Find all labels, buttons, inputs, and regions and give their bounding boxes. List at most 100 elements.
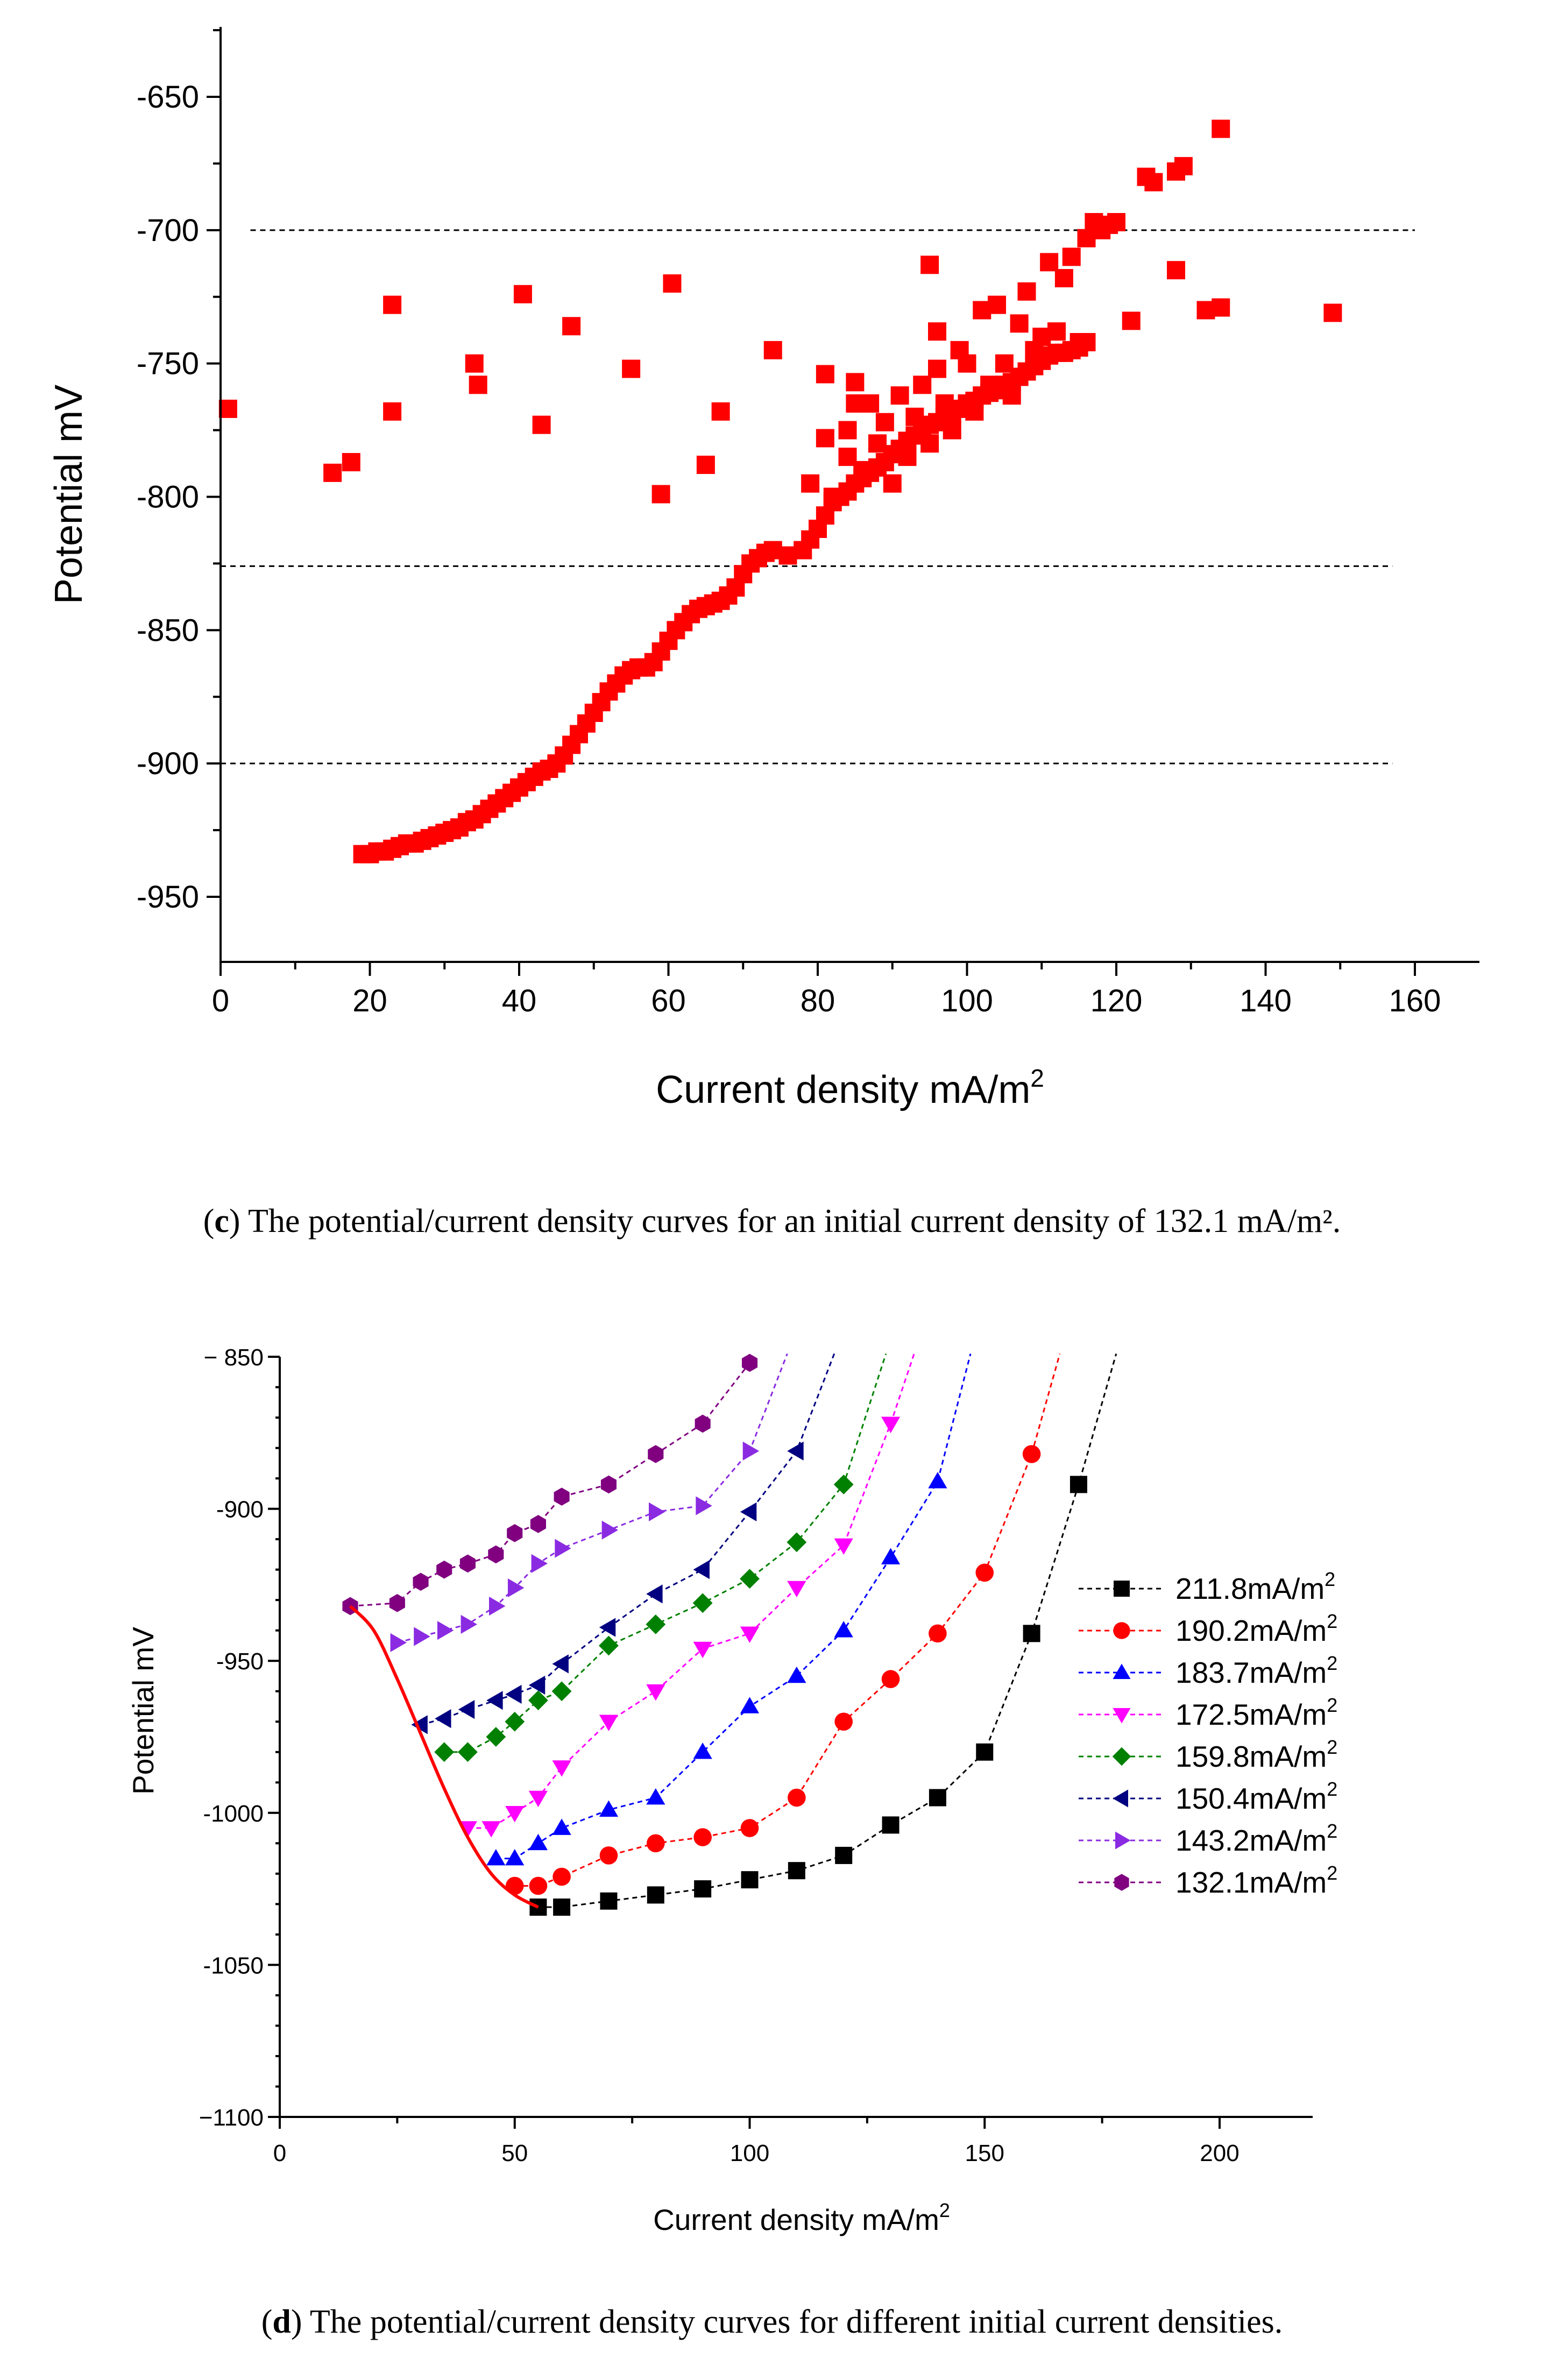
data-point-9 bbox=[562, 317, 581, 336]
series-2-point-3 bbox=[552, 1818, 571, 1835]
data-point-149 bbox=[1017, 282, 1036, 301]
series-7-point-6 bbox=[507, 1524, 523, 1542]
data-point-141 bbox=[958, 354, 976, 373]
series-6-point-6 bbox=[531, 1554, 548, 1573]
legend: 211.8mA/m2190.2mA/m2183.7mA/m2172.5mA/m2… bbox=[1079, 1568, 1337, 1899]
legend-label-3: 172.5mA/m2 bbox=[1175, 1694, 1337, 1731]
series-1-point-9 bbox=[881, 1670, 900, 1688]
series-0 bbox=[529, 1353, 1117, 1916]
series-7-point-2 bbox=[413, 1572, 429, 1591]
series-0-point-11 bbox=[1023, 1625, 1040, 1642]
data-point-123 bbox=[838, 421, 857, 440]
data-point-163 bbox=[1144, 173, 1163, 192]
legend-label-6: 143.2mA/m2 bbox=[1175, 1820, 1337, 1857]
data-point-134 bbox=[913, 376, 932, 394]
legend-item-5: 150.4mA/m2 bbox=[1079, 1778, 1337, 1815]
series-3-point-8 bbox=[740, 1626, 760, 1643]
data-point-132 bbox=[898, 448, 917, 466]
legend-label-text-1: 190.2mA/m bbox=[1175, 1614, 1327, 1647]
series-6-point-5 bbox=[507, 1578, 525, 1598]
series-6-point-8 bbox=[601, 1520, 619, 1540]
y-tick-label-5: -700 bbox=[137, 213, 199, 248]
series-7-point-8 bbox=[554, 1488, 570, 1506]
data-point-128 bbox=[868, 434, 887, 453]
series-5-point-6 bbox=[552, 1654, 569, 1674]
series-1-point-4 bbox=[647, 1834, 665, 1853]
legend-item-1: 190.2mA/m2 bbox=[1079, 1610, 1337, 1647]
series-3 bbox=[458, 1353, 915, 1838]
series-line-6 bbox=[396, 1353, 788, 1644]
series-4-point-4 bbox=[528, 1690, 548, 1711]
legend-label-text-0: 211.8mA/m bbox=[1175, 1572, 1325, 1605]
series-6-point-9 bbox=[649, 1502, 665, 1521]
y-tick-label-1: -1050 bbox=[203, 1952, 264, 1979]
y-tick-label-4: -750 bbox=[137, 346, 199, 381]
caption-d: (d) The potential/current density curves… bbox=[261, 2304, 1283, 2340]
data-point-152 bbox=[1040, 253, 1059, 272]
data-point-21 bbox=[1212, 298, 1230, 317]
data-point-121 bbox=[823, 487, 842, 506]
series-7-point-1 bbox=[389, 1594, 405, 1612]
series-3-point-11 bbox=[881, 1416, 901, 1433]
data-point-156 bbox=[1070, 333, 1088, 352]
x-tick-label-4: 80 bbox=[801, 983, 835, 1018]
legend-label-sup-3: 2 bbox=[1327, 1694, 1337, 1716]
series-6-point-11 bbox=[742, 1441, 760, 1461]
legend-label-5: 150.4mA/m2 bbox=[1175, 1778, 1337, 1815]
chart-c: 0 20 40 60 80 100 120 140 160 -950 -900 -850 -800 -75… bbox=[47, 27, 1479, 1111]
legend-item-7: 132.1mA/m2 bbox=[1079, 1862, 1337, 1899]
data-point-13 bbox=[696, 456, 715, 474]
series-7-point-10 bbox=[648, 1445, 664, 1463]
x-tick-label-0: 0 bbox=[212, 983, 229, 1018]
caption-d-letter: d bbox=[272, 2304, 291, 2340]
series-1-point-10 bbox=[929, 1624, 947, 1643]
data-point-144 bbox=[980, 376, 999, 394]
series-0-point-1 bbox=[553, 1899, 571, 1916]
legend-item-4: 159.8mA/m2 bbox=[1079, 1736, 1337, 1773]
legend-item-3: 172.5mA/m2 bbox=[1079, 1694, 1337, 1731]
series-2-point-6 bbox=[693, 1742, 712, 1759]
x-tick-label-0: 0 bbox=[273, 2140, 286, 2166]
series-1 bbox=[505, 1353, 1061, 1895]
data-point-142 bbox=[965, 402, 984, 421]
series-1-point-2 bbox=[553, 1867, 571, 1886]
legend-marker-4 bbox=[1112, 1747, 1131, 1766]
series-7-point-3 bbox=[436, 1560, 452, 1579]
series-2-point-5 bbox=[646, 1788, 665, 1805]
y-tick-label-3: -800 bbox=[137, 480, 199, 515]
x-tick-label-2: 40 bbox=[502, 983, 537, 1018]
series-1-point-5 bbox=[693, 1828, 712, 1846]
data-point-19 bbox=[1167, 261, 1185, 280]
y-axis-title: Potential mV bbox=[47, 385, 90, 604]
legend-label-sup-6: 2 bbox=[1327, 1820, 1337, 1842]
series-0-point-3 bbox=[647, 1886, 664, 1904]
series-1-point-7 bbox=[788, 1788, 806, 1807]
data-point-127 bbox=[861, 394, 880, 413]
series-1-point-3 bbox=[599, 1846, 618, 1865]
caption-c-letter: c bbox=[214, 1203, 229, 1239]
data-point-10 bbox=[622, 359, 641, 378]
series-2-point-1 bbox=[505, 1848, 525, 1866]
series-line-5 bbox=[420, 1353, 835, 1726]
data-point-133 bbox=[905, 407, 924, 426]
series-line-7 bbox=[350, 1362, 750, 1607]
data-point-126 bbox=[853, 461, 872, 479]
series-1-point-8 bbox=[834, 1712, 853, 1731]
legend-marker-1 bbox=[1113, 1622, 1130, 1639]
series-3-point-10 bbox=[834, 1538, 853, 1555]
data-point-4 bbox=[383, 295, 402, 314]
axes bbox=[219, 27, 1479, 963]
series-7-point-12 bbox=[741, 1354, 758, 1372]
x-axis-title: Current density mA/m2 bbox=[653, 2199, 950, 2236]
y-tick-label-0: -950 bbox=[137, 880, 199, 915]
legend-label-7: 132.1mA/m2 bbox=[1175, 1862, 1337, 1899]
series-5-point-3 bbox=[486, 1691, 503, 1710]
x-tick-label-6: 120 bbox=[1090, 983, 1143, 1018]
y-tick-label-5: − 850 bbox=[204, 1344, 264, 1371]
x-tick-label-3: 150 bbox=[965, 2140, 1004, 2166]
legend-marker-7 bbox=[1114, 1874, 1129, 1891]
series-line-1 bbox=[514, 1353, 1061, 1887]
legend-label-sup-1: 2 bbox=[1327, 1610, 1337, 1632]
series-7-point-7 bbox=[530, 1515, 546, 1533]
series-7 bbox=[342, 1354, 758, 1616]
